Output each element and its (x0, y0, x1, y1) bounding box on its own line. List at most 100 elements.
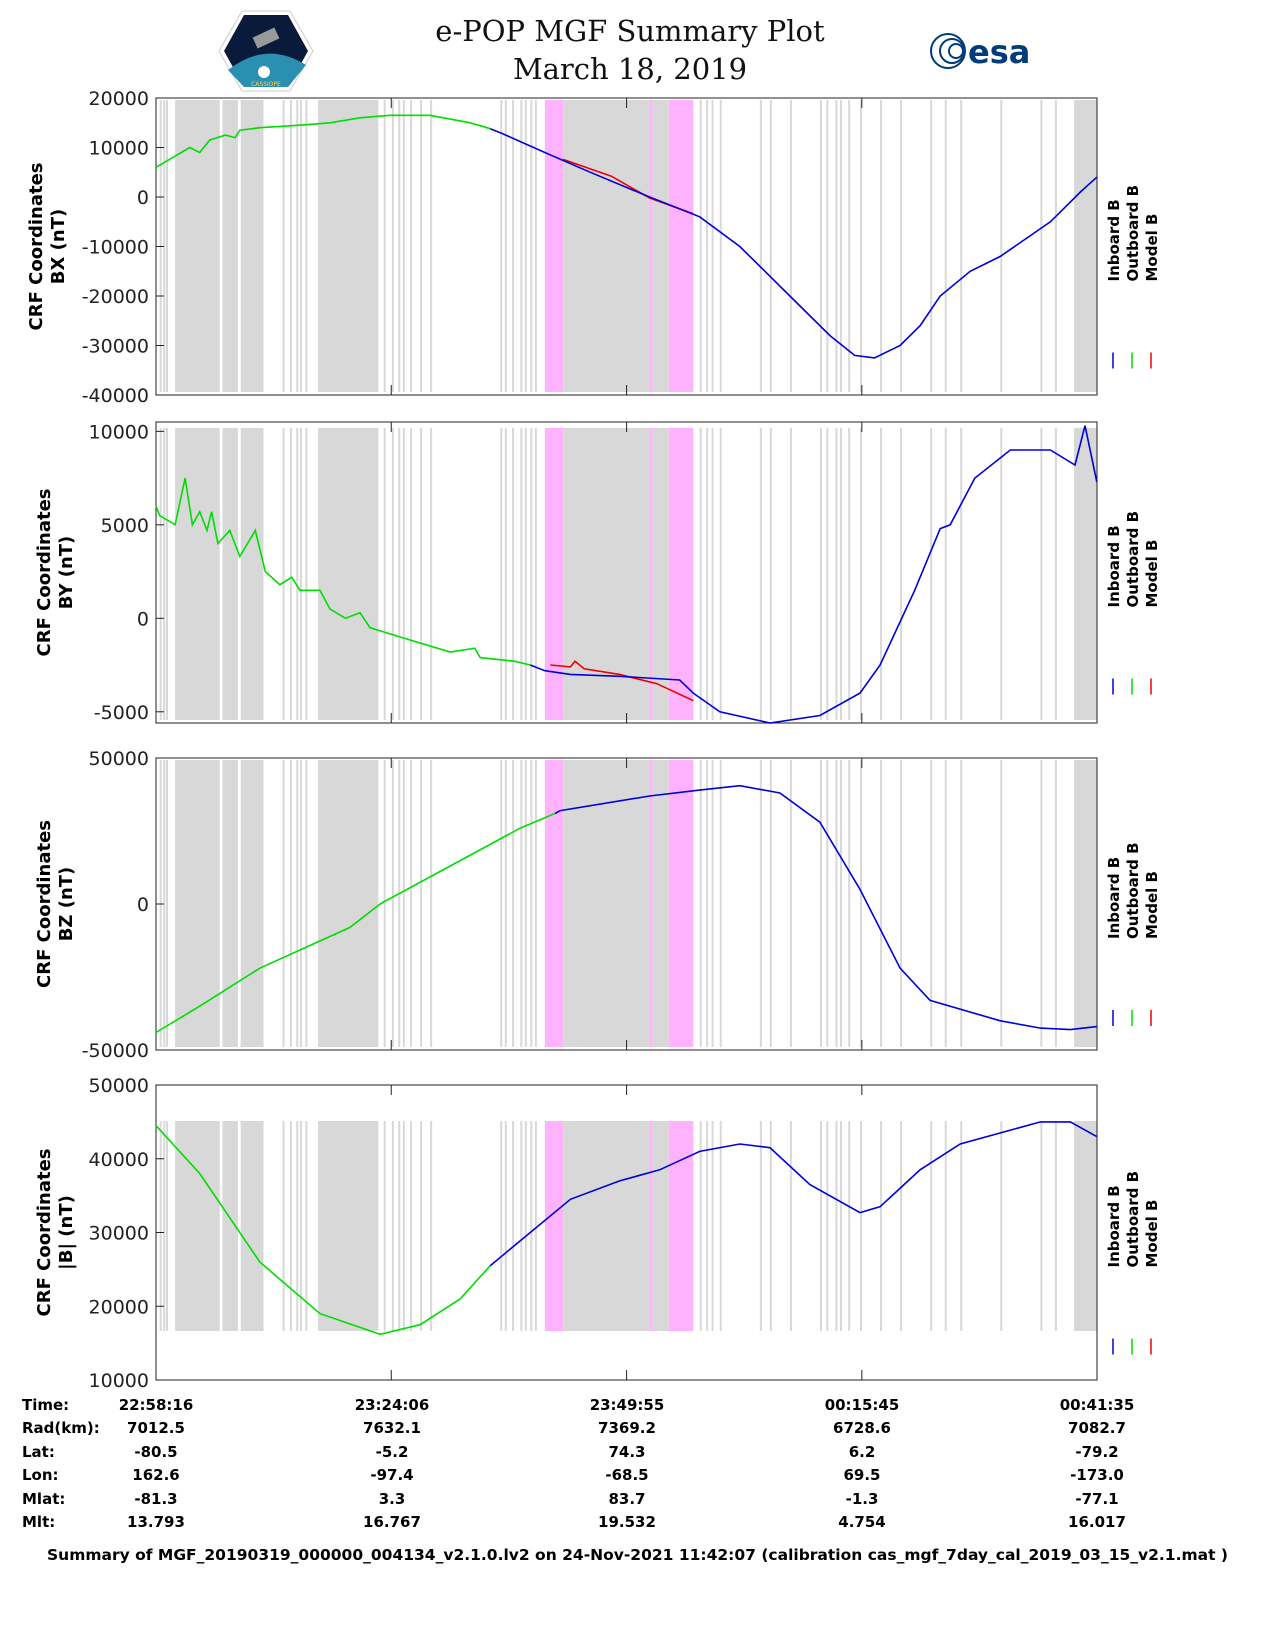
gray-shade-line (299, 760, 302, 1047)
svg-text:CASSIOPE: CASSIOPE (251, 81, 281, 88)
gray-shade-block (175, 428, 220, 720)
series-inboard-b (489, 1121, 1098, 1267)
y-axis-label-line: CRF Coordinates (26, 163, 47, 331)
gray-shade-line (383, 760, 386, 1047)
gray-shade-line (1054, 760, 1057, 1047)
y-tick-label: 20000 (89, 1296, 149, 1318)
gray-shade-line (944, 100, 947, 392)
gray-shade-line (500, 1121, 503, 1331)
page-date: March 18, 2019 (512, 52, 748, 86)
series-outboard-b (155, 1125, 491, 1336)
gray-shade-line (410, 100, 413, 392)
gray-shade-line (520, 100, 523, 392)
gray-shade-line (530, 1121, 533, 1331)
table-cell: 6.2 (848, 1443, 876, 1461)
gray-shade-line (410, 760, 413, 1047)
gray-shade-line (534, 760, 537, 1047)
gray-shade-line (166, 100, 169, 392)
table-cell: 74.3 (608, 1443, 646, 1461)
gray-shade-line (512, 100, 515, 392)
panel-1: 20000 10000 0 -10000 -20000 -30000 -40000 CRF C… (26, 88, 1161, 407)
gray-shade-line (524, 100, 527, 392)
gray-shade-line (789, 428, 792, 720)
table-cell: 19.532 (598, 1513, 656, 1531)
gray-shade-line (398, 760, 401, 1047)
gray-shade-line (512, 428, 515, 720)
legend: Inboard B Outboard B Model B (1105, 842, 1161, 1026)
y-axis-label: CRF CoordinatesBZ (nT) (34, 820, 77, 988)
series-inboard-b (530, 425, 1098, 724)
table-row-label: Lat: (22, 1443, 55, 1461)
gray-shade-line (430, 760, 433, 1047)
gray-shade-line (430, 428, 433, 720)
gray-shade-line (305, 100, 308, 392)
table-cell: -80.5 (134, 1443, 178, 1461)
legend-label: Model B (1143, 871, 1161, 939)
gray-shade-line (719, 760, 722, 1047)
gray-shade-line (930, 1121, 933, 1331)
series-inboard-b (489, 127, 1098, 359)
gray-shade-block (318, 1121, 379, 1331)
gray-shade-line (520, 760, 523, 1047)
y-axis-label-line: BZ (nT) (56, 867, 77, 942)
table-cell: -1.3 (845, 1490, 879, 1508)
magenta-shade-block (544, 428, 564, 720)
table-row-label: Mlt: (22, 1513, 56, 1531)
table-cell: 23:49:55 (589, 1396, 665, 1414)
gray-shade-line (163, 1121, 166, 1331)
gray-shade-line (960, 760, 963, 1047)
gray-shade-line (944, 428, 947, 720)
gray-shade-line (305, 1121, 308, 1331)
gray-shade-line (296, 1121, 299, 1331)
y-tick-label: 10000 (89, 421, 149, 443)
table-cell: -173.0 (1070, 1466, 1124, 1484)
panel-4: 50000 40000 30000 20000 10000 CRF Coordinates… (34, 1075, 1161, 1392)
y-axis-label-line: CRF Coordinates (34, 1149, 55, 1317)
gray-shade-line (163, 760, 166, 1047)
legend-label: Model B (1143, 540, 1161, 608)
y-tick-label: -30000 (82, 336, 149, 358)
gray-shade-line (826, 100, 829, 392)
gray-shade-line (819, 428, 822, 720)
gray-shade-line (769, 760, 772, 1047)
gray-shade-line (839, 428, 842, 720)
y-tick-label: 5000 (101, 515, 149, 537)
table-cell: 16.767 (363, 1513, 421, 1531)
table-cell: 7082.7 (1068, 1419, 1126, 1437)
gray-shade-line (706, 760, 709, 1047)
table-row-label: Rad(km): (22, 1419, 100, 1437)
gray-shade-line (166, 428, 169, 720)
gray-shade-line (534, 428, 537, 720)
gray-shade-block (652, 428, 669, 720)
gray-shade-block (318, 760, 379, 1047)
gray-shade-line (420, 1121, 423, 1331)
gray-shade-line (600, 100, 603, 392)
magenta-shade-block (544, 100, 564, 392)
legend-label: Inboard B (1105, 199, 1123, 281)
series-outboard-b (155, 477, 531, 666)
table-cell: 22:58:16 (118, 1396, 194, 1414)
esa-logo: esa (930, 33, 1030, 71)
y-tick-label: 0 (137, 894, 149, 916)
gray-shade-block (1074, 428, 1097, 720)
legend-label: Inboard B (1105, 857, 1123, 939)
y-axis-label: CRF Coordinates|B| (nT) (34, 1149, 77, 1317)
gray-shade-line (410, 1121, 413, 1331)
gray-shade-line (1000, 100, 1003, 392)
gray-shade-line (826, 760, 829, 1047)
gray-shade-line (1040, 760, 1043, 1047)
gray-shade-line (299, 100, 302, 392)
gray-shade-line (1054, 428, 1057, 720)
gray-shade-line (1000, 428, 1003, 720)
gray-shade-line (1040, 100, 1043, 392)
gray-shade-block (652, 100, 669, 392)
gray-shade-line (719, 1121, 722, 1331)
gray-shade-line (600, 1121, 603, 1331)
gray-shade-line (163, 100, 166, 392)
gray-shade-line (159, 428, 162, 720)
gray-shade-line (299, 428, 302, 720)
gray-shade-line (296, 428, 299, 720)
cassiope-logo: CASSIOPE (218, 10, 314, 92)
gray-shade-block (222, 100, 238, 392)
gray-shade-line (504, 760, 507, 1047)
